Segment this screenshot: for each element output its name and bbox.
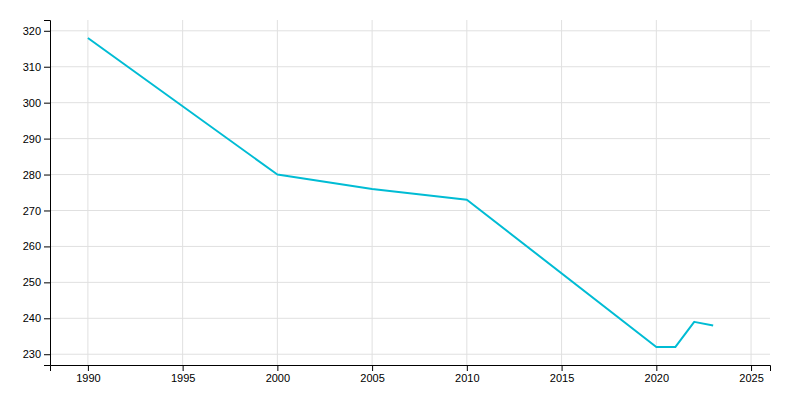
grid-line [50, 282, 770, 283]
tick: 300 [23, 97, 50, 109]
grid-line [50, 354, 770, 355]
tick-label: 2025 [739, 372, 763, 384]
tick: 320 [23, 25, 50, 37]
tick-mark [656, 365, 657, 371]
line [88, 38, 713, 347]
grid [50, 20, 770, 365]
grid-line [561, 20, 562, 365]
tick-label: 320 [23, 25, 41, 37]
grid-line [277, 20, 278, 365]
axis-line [51, 366, 771, 372]
tick: 270 [23, 204, 50, 216]
tick-label: 260 [23, 240, 41, 252]
plot-area: 1990 1995 2000 2005 2010 2015 2020 2025 230 240 25… [23, 20, 771, 384]
tick: 2015 [550, 365, 574, 384]
tick: 2000 [266, 365, 290, 384]
tick: 2005 [360, 365, 384, 384]
tick-mark [44, 31, 50, 32]
grid-line [466, 20, 467, 365]
tick-mark [44, 103, 50, 104]
grid-line [50, 30, 770, 31]
tick-mark [277, 365, 278, 371]
grid-line [656, 20, 657, 365]
tick-mark [467, 365, 468, 371]
tick: 240 [23, 312, 50, 324]
x-axis: 1990 1995 2000 2005 2010 2015 2020 2025 [51, 365, 771, 384]
tick-mark [562, 365, 563, 371]
axis-line [44, 21, 51, 366]
tick-mark [88, 365, 89, 371]
tick-mark [183, 365, 184, 371]
tick-label: 1995 [171, 372, 195, 384]
tick: 250 [23, 276, 50, 288]
grid-line [751, 20, 752, 365]
grid-line [50, 174, 770, 175]
tick-mark [44, 246, 50, 247]
grid-line [182, 20, 183, 365]
grid-line [50, 318, 770, 319]
tick-label: 2000 [266, 372, 290, 384]
tick-label: 2015 [550, 372, 574, 384]
tick-mark [44, 67, 50, 68]
tick-label: 310 [23, 61, 41, 73]
grid-line [87, 20, 88, 365]
tick: 310 [23, 61, 50, 73]
tick-mark [751, 365, 752, 371]
tick-mark [44, 282, 50, 283]
tick: 280 [23, 169, 50, 181]
tick-mark [372, 365, 373, 371]
tick-mark [44, 210, 50, 211]
tick-mark [44, 175, 50, 176]
tick: 290 [23, 133, 50, 145]
y-axis: 230 240 250 260 270 280 290 300 310 320 [23, 21, 51, 366]
tick-label: 250 [23, 276, 41, 288]
tick-label: 300 [23, 97, 41, 109]
tick: 1990 [76, 365, 100, 384]
tick-label: 1990 [76, 372, 100, 384]
tick: 2025 [739, 365, 763, 384]
tick-mark [44, 354, 50, 355]
tick-label: 240 [23, 312, 41, 324]
grid-line [50, 102, 770, 103]
tick: 1995 [171, 365, 195, 384]
tick-mark [44, 139, 50, 140]
tick-label: 290 [23, 133, 41, 145]
chart: 1990 1995 2000 2005 2010 2015 2020 2025 230 240 25… [0, 0, 800, 400]
tick: 260 [23, 240, 50, 252]
grid-line [50, 138, 770, 139]
grid-line [372, 20, 373, 365]
marks [88, 38, 713, 347]
tick: 2010 [455, 365, 479, 384]
tick-label: 280 [23, 169, 41, 181]
tick-label: 270 [23, 204, 41, 216]
tick-label: 2020 [645, 372, 669, 384]
grid-line [50, 210, 770, 211]
tick-mark [44, 318, 50, 319]
grid-line [50, 246, 770, 247]
tick-label: 2005 [360, 372, 384, 384]
tick-label: 230 [23, 348, 41, 360]
grid-line [50, 66, 770, 67]
tick: 230 [23, 348, 50, 360]
tick: 2020 [645, 365, 669, 384]
tick-label: 2010 [455, 372, 479, 384]
